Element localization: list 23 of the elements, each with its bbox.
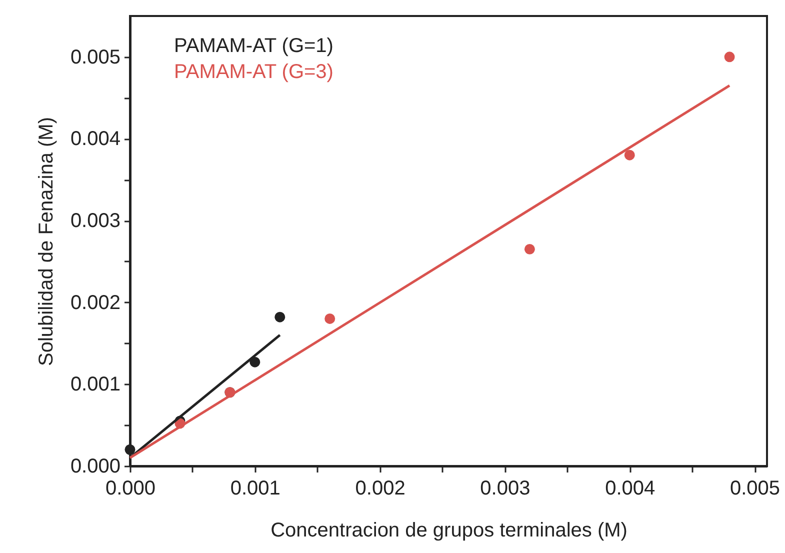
point bbox=[250, 356, 260, 368]
y-tick-label: 0.002 bbox=[70, 292, 120, 314]
x-tick-label: 0.004 bbox=[605, 478, 656, 500]
point bbox=[524, 244, 535, 254]
x-tick-label: 0.002 bbox=[355, 478, 406, 500]
text: PAMAM-AT (G=3) bbox=[174, 61, 334, 83]
x-tick-label: 0.003 bbox=[480, 478, 530, 500]
point bbox=[124, 444, 136, 455]
y-tick-label: 0.001 bbox=[70, 374, 120, 396]
y-tick-label: 0.005 bbox=[70, 46, 120, 68]
x-tick-label: 0.000 bbox=[105, 478, 156, 500]
y-axis-title: Solubilidad de Fenazina (M) bbox=[35, 116, 58, 366]
x-axis-title: Concentracion de grupos terminales (M) bbox=[270, 520, 628, 542]
y-tick-label: 0.000 bbox=[70, 456, 120, 478]
point bbox=[724, 52, 735, 62]
y-tick-label: 0.004 bbox=[70, 128, 120, 150]
x-tick-label: 0.001 bbox=[230, 478, 280, 500]
point bbox=[324, 313, 336, 324]
text: PAMAM-AT (G=1) bbox=[174, 35, 334, 57]
point bbox=[274, 312, 286, 322]
y-tick-label: 0.003 bbox=[70, 210, 120, 232]
point bbox=[624, 150, 635, 160]
x-tick-label: 0.005 bbox=[730, 478, 780, 500]
